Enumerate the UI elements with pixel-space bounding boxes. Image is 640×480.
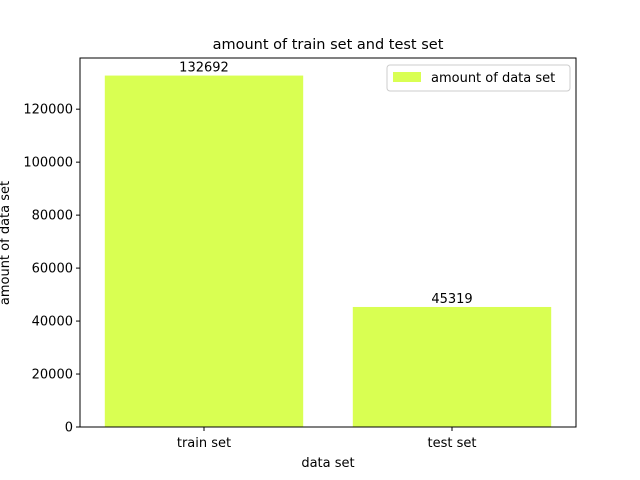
y-tick-label: 20000 — [32, 368, 73, 383]
plot-area-frame — [79, 57, 577, 428]
y-tick-label: 80000 — [32, 209, 73, 224]
y-tick-label: 120000 — [23, 103, 73, 118]
y-tick-label: 40000 — [32, 315, 73, 330]
bar-test-set — [352, 306, 552, 427]
bar-value-label: 45319 — [431, 292, 472, 307]
bar-value-label: 132692 — [179, 61, 229, 76]
legend-label: amount of data set — [431, 71, 555, 86]
legend-swatch — [393, 72, 421, 82]
x-axis-label: data set — [301, 456, 354, 471]
bars-group — [104, 75, 552, 427]
y-axis-ticks: 0 20000 40000 60000 80000 100000 120000 — [23, 103, 80, 436]
y-tick-label: 0 — [65, 421, 73, 436]
x-tick-label: train set — [177, 436, 231, 451]
legend-frame — [386, 64, 571, 92]
y-tick-label: 60000 — [32, 262, 73, 277]
data-labels-group: 132692 45319 — [179, 61, 473, 307]
bar-train-set — [104, 75, 304, 427]
y-tick-label: 100000 — [23, 156, 73, 171]
x-tick-label: test set — [428, 436, 477, 451]
x-axis-ticks: train set test set — [177, 427, 477, 451]
y-axis-label: amount of data set — [0, 181, 13, 305]
chart-title: amount of train set and test set — [213, 37, 444, 53]
legend: amount of data set — [386, 64, 571, 92]
